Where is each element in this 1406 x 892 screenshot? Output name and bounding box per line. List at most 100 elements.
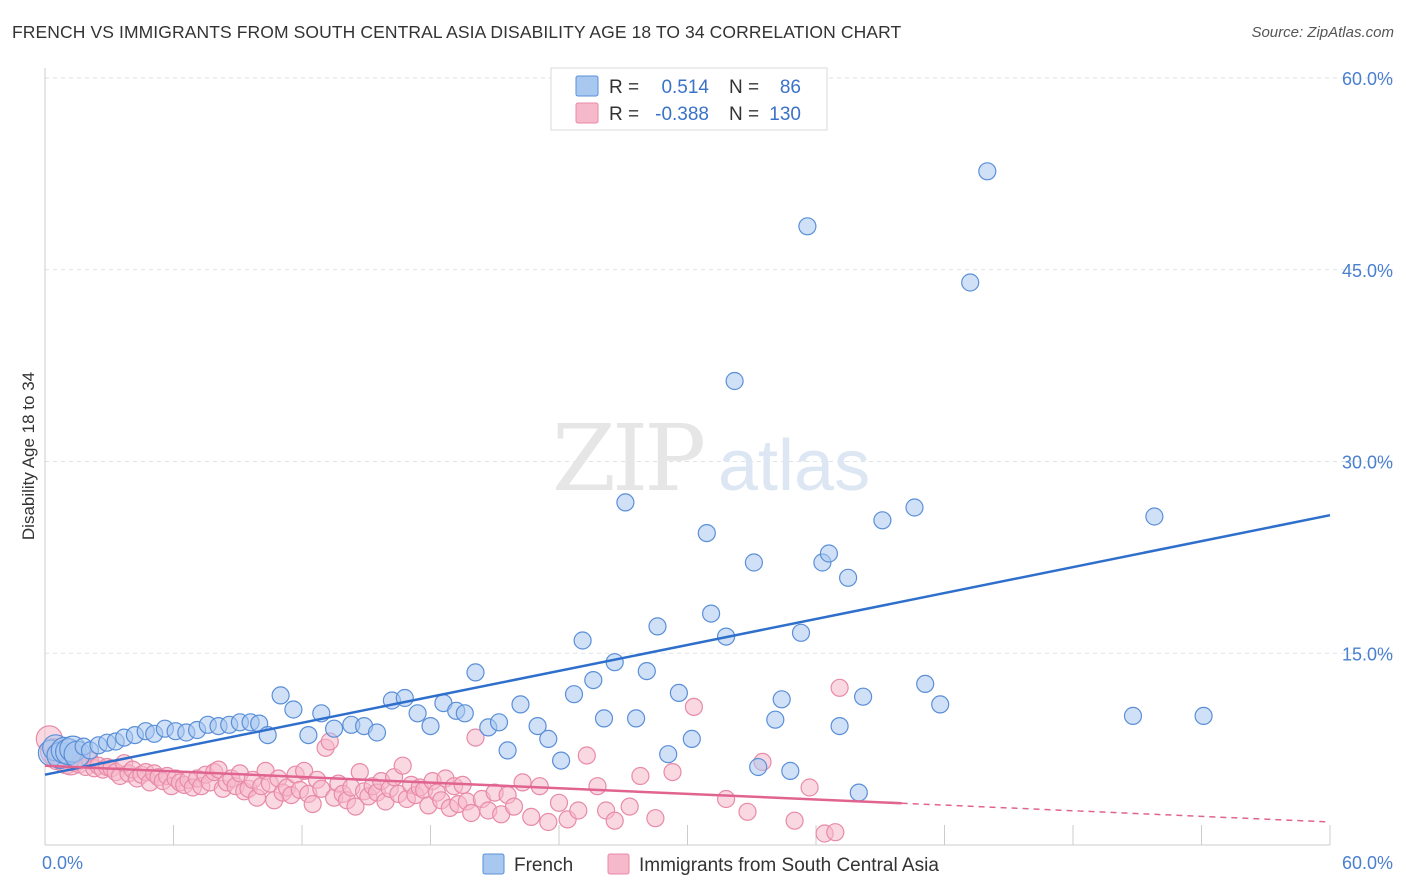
x-tick-label-max: 60.0% [1342, 853, 1393, 873]
french-point [421, 716, 440, 736]
bottom-legend-label-french: French [514, 855, 573, 876]
legend: R = 0.514 N = 86 R = -0.388 N = 130 [550, 67, 828, 131]
french-point [853, 687, 873, 706]
immigrants-point [295, 761, 314, 781]
immigrants-point [588, 777, 607, 796]
immigrants-point [462, 803, 481, 823]
immigrants-point [522, 807, 541, 827]
french-point [798, 217, 817, 236]
immigrants-point [800, 778, 819, 797]
legend-n-value-immigrants: 130 [769, 104, 801, 125]
french-point [819, 544, 839, 563]
french-point [551, 751, 571, 770]
immigrants-point [785, 811, 804, 830]
french-point [873, 511, 892, 530]
watermark-atlas: atlas [718, 426, 870, 506]
immigrants-trendline-extension [901, 802, 1331, 823]
french-point [766, 710, 785, 729]
y-tick-labels: 15.0% 30.0% 45.0% 60.0% [1342, 69, 1393, 664]
french-point [916, 674, 935, 694]
immigrants-point [577, 746, 596, 765]
french-point [725, 371, 744, 391]
bottom-legend-swatch-immigrants [607, 853, 630, 875]
x-tick-label-min: 0.0% [42, 853, 83, 873]
immigrants-point [663, 762, 682, 782]
french-point [573, 631, 592, 650]
immigrants-point [346, 797, 365, 816]
legend-n-value-french: 86 [780, 77, 801, 98]
french-point [781, 761, 800, 781]
french-point [539, 729, 558, 749]
y-tick-label: 60.0% [1342, 69, 1393, 89]
french-point [791, 623, 811, 642]
french-point [1194, 706, 1213, 726]
immigrants-point [504, 797, 524, 816]
immigrants-point [513, 773, 532, 792]
french-point [528, 716, 547, 736]
chart-source: Source: ZipAtlas.com [1251, 24, 1394, 41]
immigrants-point [466, 728, 485, 747]
immigrants-point [826, 823, 845, 842]
french-point [564, 685, 584, 704]
french-point [605, 653, 624, 672]
french-point [701, 604, 721, 623]
french-trendline [44, 513, 1331, 776]
french-point [838, 568, 858, 587]
french-points [37, 162, 1213, 802]
french-point [511, 695, 530, 714]
french-point [697, 523, 716, 543]
legend-r-label-french: R = [609, 77, 639, 98]
french-point [1145, 507, 1164, 526]
immigrants-point [393, 756, 412, 775]
french-point [455, 704, 474, 723]
french-point [626, 709, 646, 728]
french-point [594, 709, 614, 728]
french-point [408, 704, 427, 723]
legend-r-label-immigrants: R = [609, 104, 639, 125]
immigrants-point [605, 811, 624, 830]
legend-swatch-immigrants [575, 102, 599, 124]
immigrants-point [716, 789, 736, 809]
french-point [325, 719, 344, 738]
immigrants-point [312, 779, 331, 798]
french-point [978, 162, 997, 181]
immigrants-point [549, 793, 569, 812]
french-point [749, 757, 768, 777]
bottom-legend: French Immigrants from South Central Asi… [482, 853, 939, 876]
immigrants-point [303, 794, 322, 814]
legend-n-label-french: N = [729, 77, 759, 98]
y-axis-label: Disability Age 18 to 34 [19, 372, 38, 540]
chart-title: FRENCH VS IMMIGRANTS FROM SOUTH CENTRAL … [12, 22, 902, 42]
immigrants-point [620, 797, 639, 816]
immigrants-point [646, 809, 665, 828]
french-point [744, 553, 764, 572]
immigrants-point [631, 766, 650, 786]
french-point [1123, 706, 1143, 726]
french-point [637, 661, 656, 681]
french-point [830, 716, 849, 736]
legend-n-label-immigrants: N = [729, 104, 759, 125]
french-point [498, 741, 517, 760]
watermark: ZIP atlas [552, 405, 870, 512]
french-point [616, 493, 635, 512]
legend-r-value-immigrants: -0.388 [655, 104, 709, 125]
french-point [659, 745, 678, 764]
french-point [669, 683, 689, 703]
french-point [367, 723, 387, 742]
trendlines [44, 513, 1331, 823]
bottom-legend-swatch-french [482, 853, 505, 875]
french-point [905, 498, 924, 517]
y-tick-label: 15.0% [1342, 644, 1393, 664]
french-point [931, 695, 950, 714]
french-point [271, 686, 290, 705]
axes [44, 68, 1331, 846]
gridlines [45, 77, 1393, 654]
french-point [648, 617, 667, 636]
y-tick-label: 45.0% [1342, 261, 1393, 281]
french-point [284, 700, 303, 719]
french-point [466, 663, 485, 682]
immigrants-point [684, 697, 704, 717]
immigrants-point [569, 801, 588, 820]
y-tick-label: 30.0% [1342, 453, 1393, 473]
